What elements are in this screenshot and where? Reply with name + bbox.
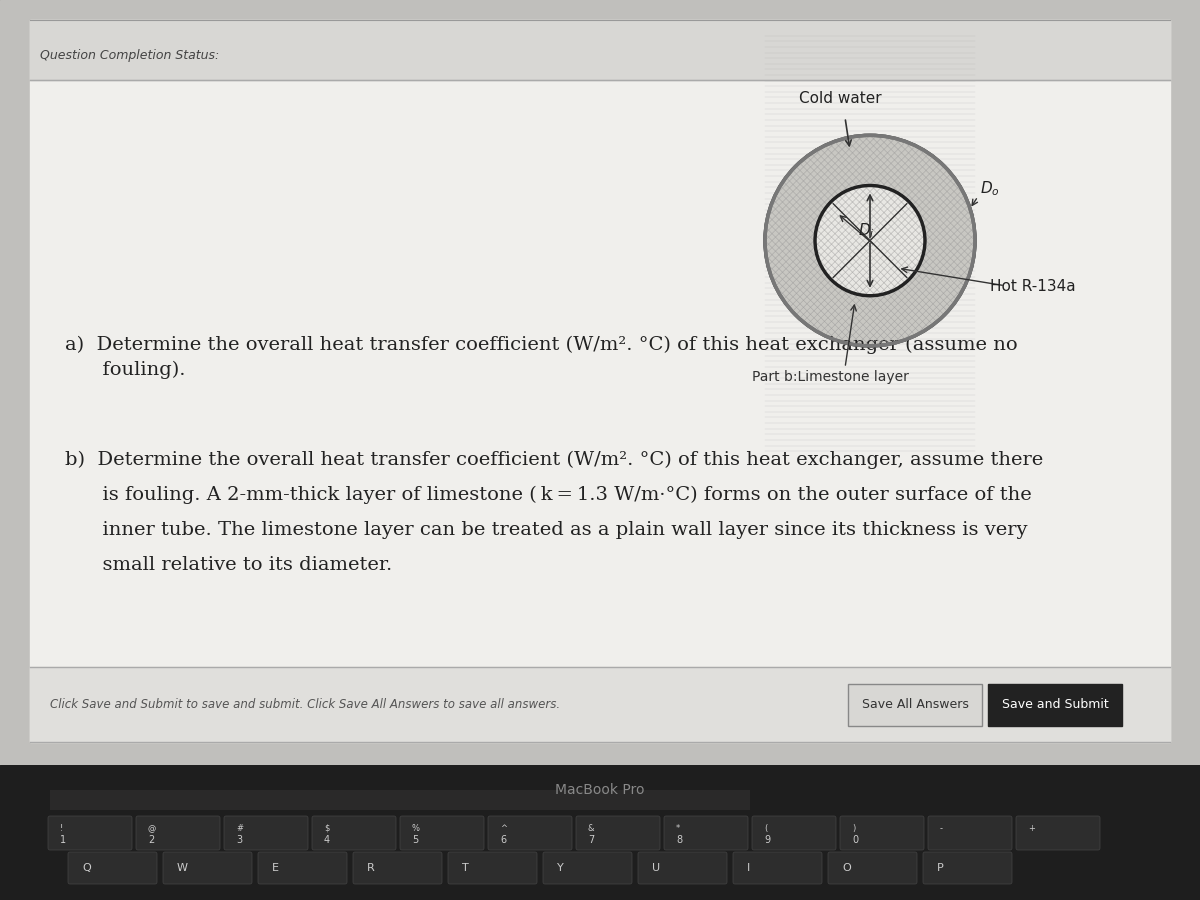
Text: R: R — [367, 863, 374, 873]
Text: Hot R-134a: Hot R-134a — [990, 279, 1075, 293]
FancyBboxPatch shape — [312, 816, 396, 850]
Text: (: ( — [764, 824, 767, 833]
Text: MacBook Pro: MacBook Pro — [556, 783, 644, 797]
Text: Cold water: Cold water — [799, 91, 881, 106]
FancyBboxPatch shape — [488, 816, 572, 850]
Text: T: T — [462, 863, 469, 873]
Text: b)  Determine the overall heat transfer coefficient (W/m². °C) of this heat exch: b) Determine the overall heat transfer c… — [65, 451, 1043, 470]
FancyBboxPatch shape — [576, 816, 660, 850]
Text: $D_i$: $D_i$ — [858, 221, 875, 240]
Text: 9: 9 — [764, 835, 770, 845]
FancyBboxPatch shape — [923, 852, 1012, 884]
FancyBboxPatch shape — [988, 684, 1122, 725]
Text: 7: 7 — [588, 835, 594, 845]
FancyBboxPatch shape — [68, 852, 157, 884]
Text: small relative to its diameter.: small relative to its diameter. — [65, 556, 392, 574]
Text: U: U — [652, 863, 660, 873]
FancyBboxPatch shape — [400, 816, 484, 850]
Text: 6: 6 — [500, 835, 506, 845]
Circle shape — [766, 135, 974, 346]
Text: Save and Submit: Save and Submit — [1002, 698, 1109, 711]
Text: Y: Y — [557, 863, 564, 873]
Circle shape — [766, 135, 974, 346]
FancyBboxPatch shape — [848, 684, 982, 725]
Bar — [30, 20, 1170, 80]
Text: 5: 5 — [412, 835, 419, 845]
Text: a)  Determine the overall heat transfer coefficient (W/m². °C) of this heat exch: a) Determine the overall heat transfer c… — [65, 336, 1018, 380]
Text: *: * — [676, 824, 680, 833]
Text: ^: ^ — [500, 824, 508, 833]
Text: P: P — [937, 863, 943, 873]
Text: 1: 1 — [60, 835, 66, 845]
FancyBboxPatch shape — [542, 852, 632, 884]
Text: E: E — [272, 863, 278, 873]
Text: !: ! — [60, 824, 64, 833]
FancyBboxPatch shape — [828, 852, 917, 884]
Circle shape — [815, 185, 925, 296]
Text: is fouling. A 2-mm-thick layer of limestone ( k = 1.3 W/m·°C) forms on the outer: is fouling. A 2-mm-thick layer of limest… — [65, 486, 1032, 505]
FancyBboxPatch shape — [752, 816, 836, 850]
FancyBboxPatch shape — [448, 852, 538, 884]
FancyBboxPatch shape — [928, 816, 1012, 850]
Text: Question Completion Status:: Question Completion Status: — [40, 49, 220, 61]
FancyBboxPatch shape — [638, 852, 727, 884]
Text: Part b:Limestone layer: Part b:Limestone layer — [751, 370, 908, 384]
Text: ): ) — [852, 824, 856, 833]
FancyBboxPatch shape — [224, 816, 308, 850]
FancyBboxPatch shape — [136, 816, 220, 850]
Text: -: - — [940, 824, 943, 833]
Text: @: @ — [148, 824, 156, 833]
FancyBboxPatch shape — [258, 852, 347, 884]
Text: W: W — [178, 863, 188, 873]
Text: $D_o$: $D_o$ — [980, 179, 1000, 198]
Text: 4: 4 — [324, 835, 330, 845]
FancyBboxPatch shape — [163, 852, 252, 884]
Text: Q: Q — [82, 863, 91, 873]
Text: &: & — [588, 824, 594, 833]
Text: Click Save and Submit to save and submit. Click Save All Answers to save all ans: Click Save and Submit to save and submit… — [50, 698, 560, 711]
Bar — [30, 667, 1170, 742]
Text: #: # — [236, 824, 242, 833]
Text: inner tube. The limestone layer can be treated as a plain wall layer since its t: inner tube. The limestone layer can be t… — [65, 521, 1027, 539]
Text: 0: 0 — [852, 835, 858, 845]
FancyBboxPatch shape — [1016, 816, 1100, 850]
Text: I: I — [746, 863, 750, 873]
Text: 2: 2 — [148, 835, 155, 845]
Text: +: + — [1028, 824, 1034, 833]
Text: Save All Answers: Save All Answers — [862, 698, 968, 711]
Text: $: $ — [324, 824, 329, 833]
FancyBboxPatch shape — [664, 816, 748, 850]
Bar — [50, 790, 750, 810]
Text: 3: 3 — [236, 835, 242, 845]
Text: %: % — [412, 824, 420, 833]
Circle shape — [814, 184, 928, 298]
FancyBboxPatch shape — [733, 852, 822, 884]
FancyBboxPatch shape — [840, 816, 924, 850]
FancyBboxPatch shape — [48, 816, 132, 850]
Text: 8: 8 — [676, 835, 682, 845]
Text: O: O — [842, 863, 851, 873]
FancyBboxPatch shape — [353, 852, 442, 884]
